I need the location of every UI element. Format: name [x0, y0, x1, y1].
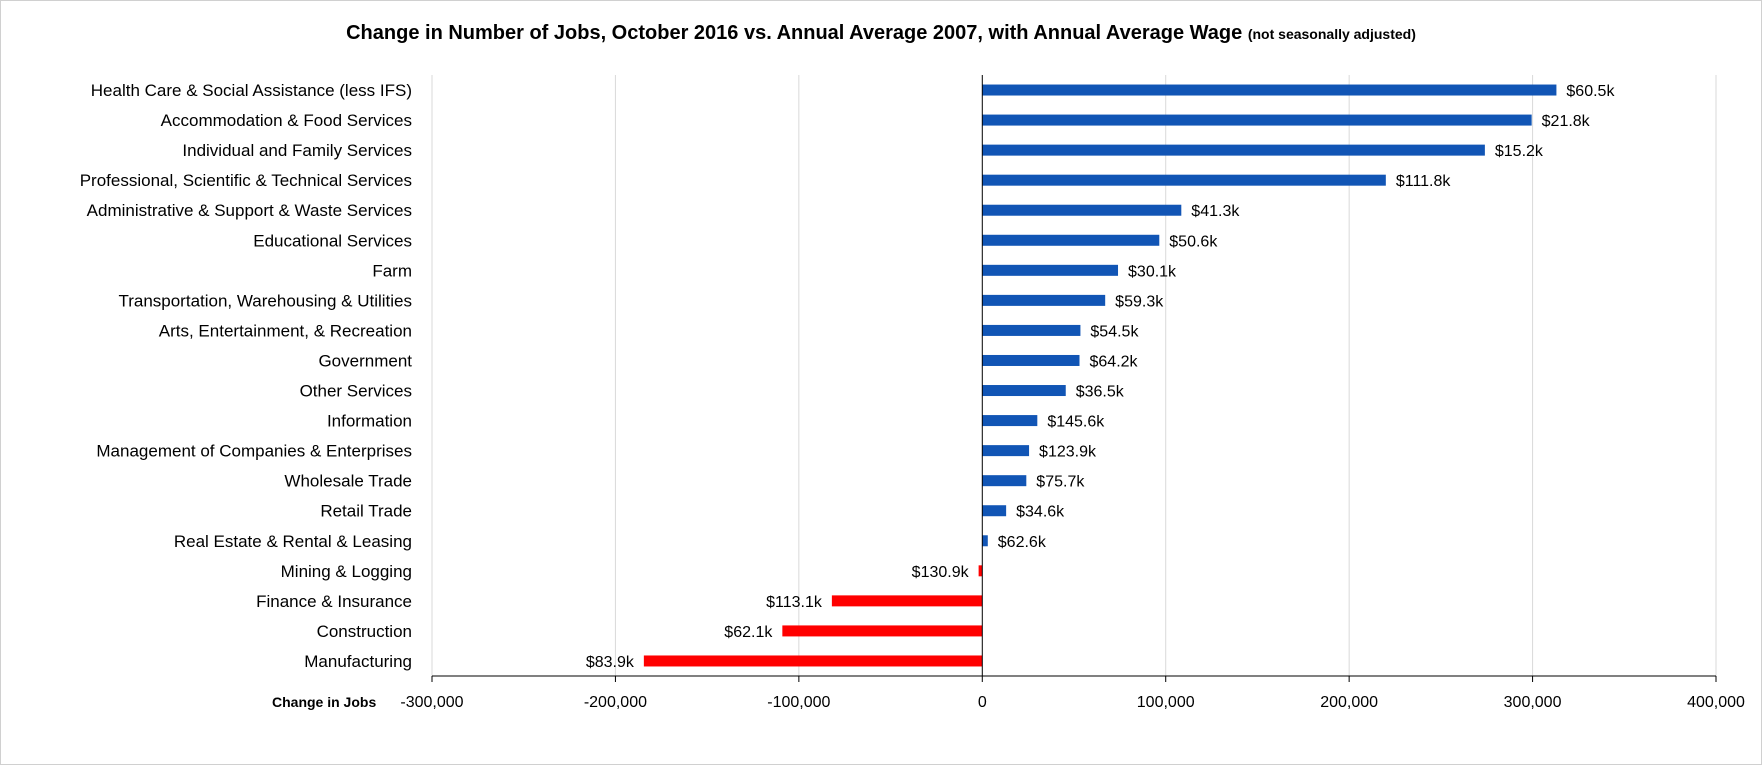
bar-3 — [982, 174, 1386, 186]
data-label-14: $34.6k — [1016, 504, 1065, 521]
category-label-7: Transportation, Warehousing & Utilities — [118, 291, 412, 310]
category-label-11: Information — [327, 412, 412, 431]
bar-7 — [982, 294, 1106, 306]
x-tick-label-3: 0 — [978, 694, 987, 711]
data-label-0: $60.5k — [1566, 83, 1615, 100]
x-tick-label-2: -100,000 — [767, 694, 830, 711]
data-label-3: $111.8k — [1396, 173, 1452, 190]
x-tick-label-6: 300,000 — [1504, 694, 1562, 711]
chart-title-main: Change in Number of Jobs, October 2016 v… — [346, 22, 1243, 44]
category-label-18: Construction — [317, 622, 412, 641]
data-label-12: $123.9k — [1039, 444, 1097, 461]
bar-0 — [982, 84, 1557, 96]
category-label-17: Finance & Insurance — [256, 592, 412, 611]
bar-2 — [982, 144, 1485, 156]
bar-16 — [978, 565, 983, 577]
category-label-12: Management of Companies & Enterprises — [96, 442, 412, 461]
bar-1 — [982, 114, 1532, 126]
chart-subtitle: (not seasonally adjusted) — [1247, 26, 1416, 42]
bar-5 — [982, 234, 1160, 246]
data-label-9: $64.2k — [1090, 353, 1139, 370]
data-label-2: $15.2k — [1495, 143, 1544, 160]
bar-6 — [982, 264, 1119, 276]
category-label-10: Other Services — [300, 382, 412, 401]
x-tick-label-5: 200,000 — [1320, 694, 1378, 711]
x-tick-label-1: -200,000 — [584, 694, 647, 711]
category-label-16: Mining & Logging — [281, 562, 412, 581]
chart-title: Change in Number of Jobs, October 2016 v… — [0, 22, 1762, 45]
category-label-5: Educational Services — [253, 231, 412, 250]
category-label-2: Individual and Family Services — [182, 141, 412, 160]
bar-12 — [982, 445, 1030, 457]
bar-4 — [982, 204, 1182, 216]
x-tick-label-7: 400,000 — [1687, 694, 1745, 711]
data-label-10: $36.5k — [1076, 384, 1125, 401]
category-label-3: Professional, Scientific & Technical Ser… — [80, 171, 412, 190]
data-label-16: $130.9k — [912, 564, 970, 581]
x-tick-label-0: -300,000 — [400, 694, 463, 711]
bar-8 — [982, 324, 1081, 336]
data-label-5: $50.6k — [1169, 233, 1218, 250]
data-label-6: $30.1k — [1128, 263, 1177, 280]
category-label-0: Health Care & Social Assistance (less IF… — [91, 81, 412, 100]
x-axis-title: Change in Jobs — [272, 694, 376, 710]
category-label-9: Government — [318, 351, 412, 370]
data-label-18: $62.1k — [724, 624, 773, 641]
bar-18 — [782, 625, 983, 637]
data-label-19: $83.9k — [586, 654, 635, 671]
bar-14 — [982, 505, 1007, 517]
bar-19 — [643, 655, 983, 667]
category-label-4: Administrative & Support & Waste Service… — [87, 201, 412, 220]
category-label-1: Accommodation & Food Services — [161, 111, 412, 130]
bar-11 — [982, 415, 1038, 427]
bar-10 — [982, 385, 1066, 397]
data-label-11: $145.6k — [1047, 414, 1105, 431]
data-label-15: $62.6k — [998, 534, 1047, 551]
data-label-13: $75.7k — [1036, 474, 1085, 491]
x-tick-label-4: 100,000 — [1137, 694, 1195, 711]
data-label-7: $59.3k — [1115, 293, 1164, 310]
bar-9 — [982, 354, 1080, 366]
bar-13 — [982, 475, 1027, 487]
data-label-4: $41.3k — [1191, 203, 1240, 220]
category-label-8: Arts, Entertainment, & Recreation — [159, 321, 412, 340]
data-label-1: $21.8k — [1542, 113, 1591, 130]
bar-17 — [831, 595, 983, 607]
category-label-13: Wholesale Trade — [284, 472, 412, 491]
category-label-14: Retail Trade — [320, 502, 412, 521]
category-label-15: Real Estate & Rental & Leasing — [174, 532, 412, 551]
data-label-8: $54.5k — [1090, 323, 1139, 340]
bar-15 — [982, 535, 988, 547]
data-label-17: $113.1k — [766, 594, 823, 611]
category-label-19: Manufacturing — [304, 652, 412, 671]
category-label-6: Farm — [372, 261, 412, 280]
